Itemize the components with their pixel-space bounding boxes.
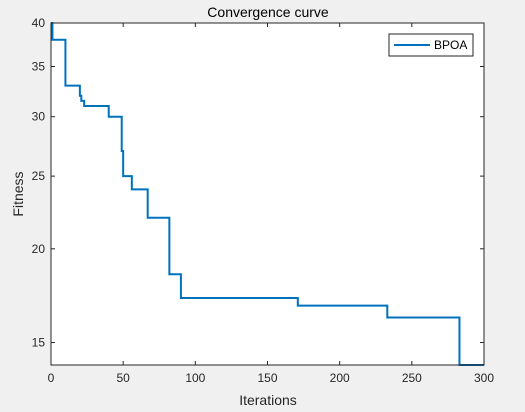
axes-box bbox=[50, 22, 485, 366]
x-tick-label: 250 bbox=[402, 371, 422, 385]
x-tick-label: 50 bbox=[116, 371, 130, 385]
x-tick-label: 150 bbox=[257, 371, 277, 385]
x-tick-label: 100 bbox=[185, 371, 205, 385]
x-tick-label: 200 bbox=[330, 371, 350, 385]
legend: BPOA bbox=[388, 33, 474, 57]
x-tick-label: 0 bbox=[48, 371, 55, 385]
legend-box bbox=[388, 33, 474, 57]
y-tick-label: 30 bbox=[32, 110, 46, 124]
legend-label-bpoa: BPOA bbox=[434, 38, 467, 52]
ticks-layer: 0 50 100 150 200 250 300 15 20 25 30 35 40 bbox=[32, 16, 495, 385]
plot-area bbox=[51, 23, 484, 365]
x-axis-label: Iterations bbox=[239, 392, 297, 408]
series-layer bbox=[51, 22, 484, 366]
y-tick-label: 15 bbox=[32, 336, 46, 350]
y-tick-label: 35 bbox=[32, 60, 46, 74]
y-tick-label: 20 bbox=[32, 242, 46, 256]
y-tick-label: 40 bbox=[32, 16, 46, 30]
y-axis-label: Fitness bbox=[10, 171, 26, 216]
x-tick-label: 300 bbox=[474, 371, 494, 385]
series-line-bpoa bbox=[51, 22, 484, 366]
y-tick-label: 25 bbox=[32, 169, 46, 183]
chart-title: Convergence curve bbox=[207, 4, 329, 20]
